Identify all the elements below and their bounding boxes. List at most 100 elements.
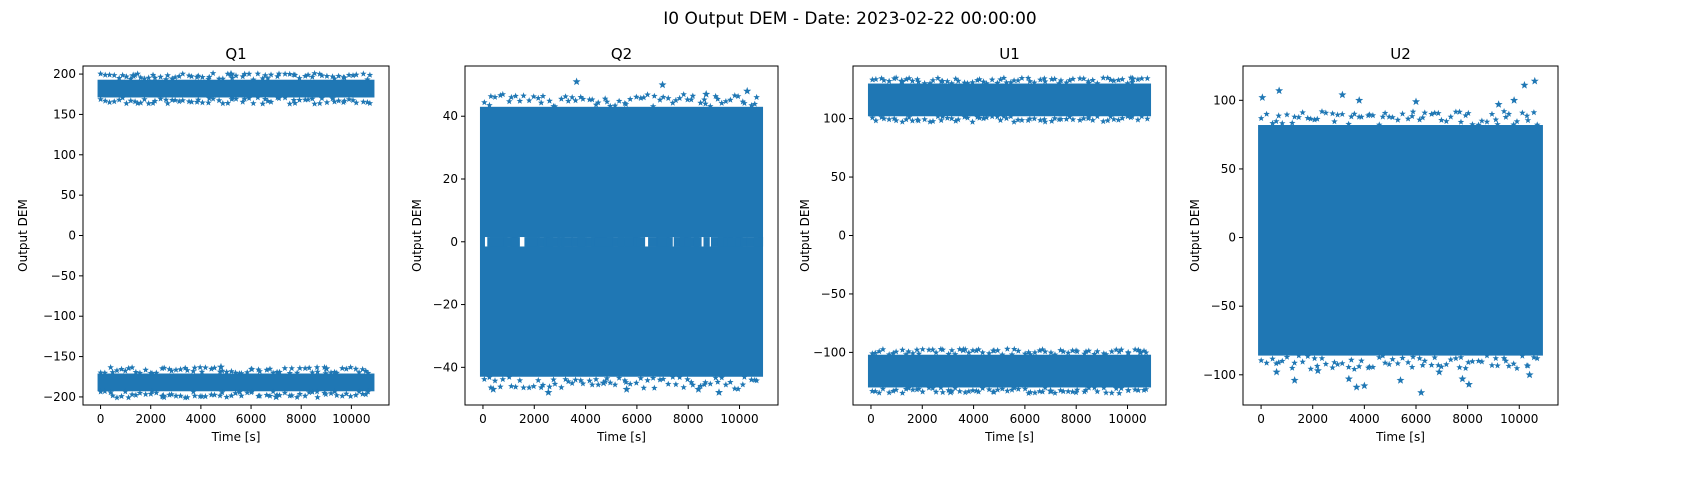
- scatter-point: [1465, 359, 1472, 366]
- scatter-point: [1358, 357, 1365, 364]
- scatter-point: [1419, 114, 1426, 121]
- scatter-point: [990, 388, 998, 395]
- scatter-point: [1396, 376, 1405, 384]
- scatter-point: [1039, 346, 1046, 353]
- scatter-point: [486, 101, 493, 108]
- scatter-point: [1408, 363, 1416, 370]
- scatter-point: [136, 389, 144, 396]
- scatter-point: [1348, 113, 1355, 120]
- scatter-point: [1007, 113, 1014, 120]
- scatter-point: [128, 364, 136, 371]
- scatter-point: [1021, 385, 1029, 392]
- scatter-point: [149, 99, 157, 106]
- scatter-point: [1502, 113, 1510, 120]
- scatter-point: [1443, 117, 1450, 125]
- scatter-point: [1478, 117, 1486, 124]
- scatter-point: [1524, 362, 1532, 369]
- scatter-point: [976, 114, 983, 121]
- scatter-point: [1011, 345, 1018, 352]
- scatter-point: [159, 391, 168, 400]
- scatter-point: [1037, 76, 1044, 83]
- scatter-point: [248, 366, 256, 373]
- x-axis-label: Time [s]: [984, 430, 1034, 444]
- scatter-point: [255, 366, 262, 373]
- scatter-point: [318, 72, 326, 79]
- scatter-point: [1113, 385, 1120, 392]
- scatter-point: [1135, 346, 1142, 353]
- scatter-point: [994, 347, 1001, 354]
- scatter-point: [880, 76, 888, 84]
- scatter-point: [137, 99, 144, 106]
- scatter-point: [245, 70, 253, 77]
- scatter-point: [921, 79, 928, 87]
- scatter-point: [1492, 354, 1499, 362]
- scatter-point: [264, 97, 272, 104]
- scatter-point: [1134, 76, 1142, 83]
- scatter-point: [1263, 359, 1270, 366]
- scatter-point: [1004, 387, 1011, 394]
- scatter-point: [360, 98, 367, 105]
- chart-panel-q2: 0 2000 4000 6000 8000 10000 −40 −20 0 20 40 Q2 Time …: [410, 45, 779, 444]
- scatter-point: [147, 390, 155, 397]
- scatter-point: [1000, 74, 1008, 81]
- scatter-point: [205, 99, 212, 106]
- scatter-point: [481, 375, 488, 382]
- x-tick-label: 6000: [1010, 412, 1041, 426]
- scatter-point: [329, 95, 336, 102]
- scatter-point: [318, 95, 326, 102]
- scatter-point: [137, 74, 144, 81]
- scatter-point: [1289, 364, 1296, 371]
- scatter-point: [1026, 77, 1034, 84]
- scatter-point: [1475, 121, 1482, 128]
- scatter-point: [734, 385, 742, 392]
- scatter-point: [921, 116, 928, 123]
- scatter-point: [1394, 116, 1401, 123]
- scatter-point: [145, 74, 152, 81]
- scatter-point: [1115, 76, 1122, 83]
- scatter-point: [1469, 121, 1476, 128]
- scatter-point: [595, 381, 602, 388]
- scatter-point: [914, 116, 921, 123]
- scatter-point: [1041, 75, 1048, 82]
- scatter-point: [1018, 116, 1026, 123]
- scatter-point: [715, 388, 723, 396]
- scatter-point: [1331, 118, 1338, 125]
- scatter-point: [136, 369, 144, 376]
- scatter-point: [499, 90, 506, 98]
- scatter-point: [899, 346, 906, 353]
- scatter-point: [1008, 351, 1016, 358]
- scatter-point: [899, 118, 906, 125]
- scatter-point: [1358, 113, 1365, 120]
- scatter-point: [1295, 352, 1302, 359]
- scatter-point: [905, 348, 912, 355]
- scatter-point: [184, 367, 191, 374]
- scatter-point: [1014, 77, 1022, 84]
- scatter-point: [707, 380, 714, 387]
- scatter-point: [734, 93, 742, 100]
- scatter-point: [512, 92, 519, 99]
- scatter-point: [1037, 116, 1044, 123]
- scatter-point: [1107, 113, 1114, 120]
- scatter-point: [913, 386, 921, 393]
- scatter-point: [712, 374, 719, 381]
- scatter-point: [305, 389, 313, 396]
- x-tick-label: 10000: [1108, 412, 1146, 426]
- scatter-point: [345, 71, 353, 78]
- scatter-point: [301, 365, 309, 372]
- scatter-point: [1355, 96, 1364, 104]
- scatter-point: [660, 375, 667, 382]
- scatter-point: [335, 72, 342, 79]
- scatter-point: [343, 365, 350, 372]
- scatter-point: [983, 114, 990, 121]
- scatter-point: [1108, 348, 1115, 355]
- scatter-point: [1339, 110, 1346, 117]
- scatter-point: [1041, 78, 1049, 85]
- scatter-point: [1085, 79, 1092, 86]
- scatter-point: [1116, 348, 1123, 355]
- scatter-point: [1525, 370, 1534, 379]
- scatter-point: [111, 98, 118, 105]
- scatter-point: [932, 349, 940, 356]
- scatter-point: [1269, 119, 1276, 126]
- scatter-point: [331, 388, 338, 395]
